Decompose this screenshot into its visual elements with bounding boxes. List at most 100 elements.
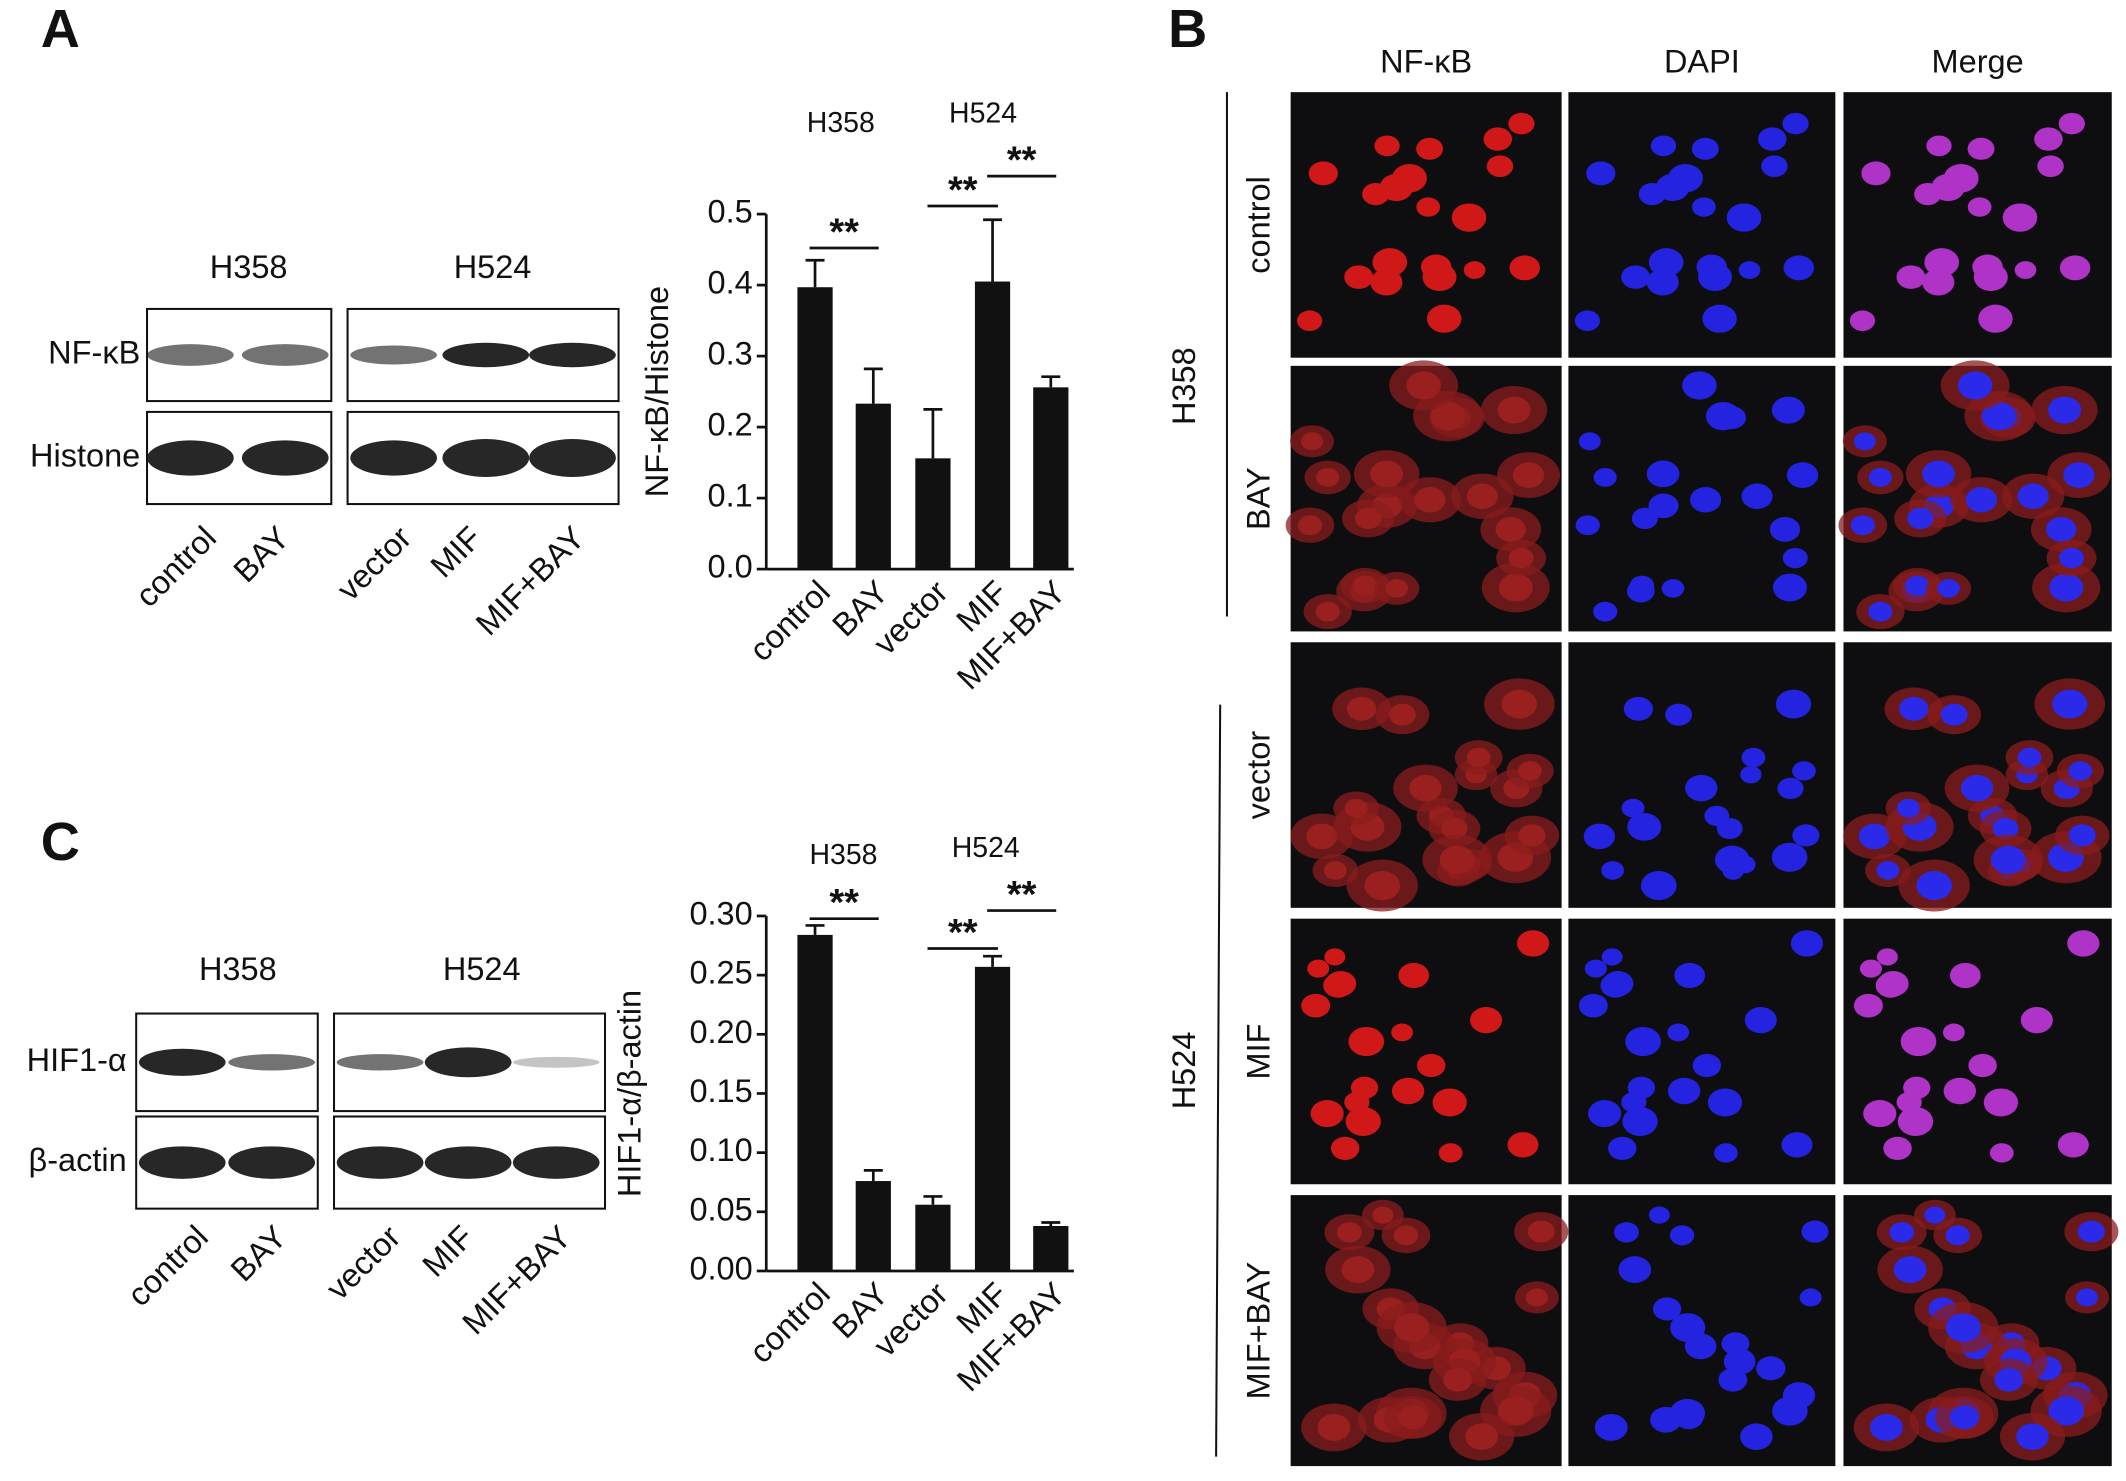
- x-tick-label: control: [742, 1276, 836, 1370]
- cell-nucleus: [1574, 310, 1600, 332]
- blot-lane-label: vector: [330, 519, 418, 607]
- cell-nucleus: [1661, 579, 1685, 598]
- cell-nucleus: [1627, 1076, 1655, 1099]
- blot-lane-label: control: [129, 519, 223, 613]
- cell-nucleus: [1674, 962, 1706, 989]
- cell-nucleus: [1398, 1405, 1428, 1430]
- blot-lane-label: vector: [319, 1218, 407, 1306]
- cell-nucleus: [1426, 304, 1462, 333]
- blot-lane-label: BAY: [227, 519, 297, 589]
- cell-nucleus: [1501, 689, 1538, 719]
- cell-nucleus: [2057, 1132, 2089, 1158]
- cell-nucleus: [1618, 1256, 1652, 1283]
- column-header: Merge: [1932, 43, 2024, 79]
- cell-nucleus: [1518, 824, 1546, 847]
- cell-nucleus: [2048, 396, 2082, 424]
- cell-nucleus: [1497, 396, 1531, 424]
- cell-nucleus: [1914, 182, 1942, 206]
- blot-band: [442, 342, 530, 368]
- cell-nucleus: [1957, 371, 1993, 400]
- cell-nucleus: [1625, 1026, 1661, 1057]
- cell-nucleus: [1336, 1222, 1362, 1243]
- column-header: DAPI: [1664, 43, 1740, 79]
- significance-label: **: [948, 169, 978, 211]
- blot-band: [241, 344, 329, 366]
- cell-nucleus: [1629, 575, 1655, 596]
- cell-nucleus: [1621, 798, 1645, 818]
- cell-nucleus: [1968, 1053, 1997, 1078]
- cell-nucleus: [1771, 396, 1805, 424]
- cell-nucleus: [1726, 203, 1762, 232]
- cell-nucleus: [1981, 402, 2017, 431]
- cell-nucleus: [1945, 1313, 1981, 1342]
- cell-nucleus: [2063, 462, 2095, 488]
- cell-nucleus: [1622, 1107, 1658, 1136]
- cell-nucleus: [1883, 1136, 1912, 1160]
- row-label: vector: [1240, 731, 1276, 820]
- cell-nucleus: [1965, 487, 1997, 513]
- cell-nucleus: [1393, 1225, 1419, 1246]
- cell-nucleus: [1853, 432, 1876, 451]
- cell-nucleus: [1924, 248, 1960, 277]
- cell-nucleus: [1859, 959, 1883, 978]
- cell-nucleus: [1414, 487, 1446, 513]
- cell-nucleus: [1781, 1132, 1813, 1158]
- blot-group-label: H524: [454, 249, 532, 285]
- cell-nucleus: [1439, 845, 1475, 874]
- blot-row-label: Histone: [30, 438, 140, 474]
- cell-nucleus: [1297, 310, 1323, 332]
- cell-nucleus: [1978, 304, 2013, 333]
- y-tick-label: 0.15: [689, 1073, 752, 1109]
- cell-nucleus: [1593, 467, 1617, 487]
- blot-lane-label: BAY: [224, 1219, 294, 1289]
- cell-nucleus: [1374, 135, 1400, 157]
- cell-nucleus: [1896, 265, 1926, 289]
- cell-nucleus: [1900, 1026, 1937, 1057]
- cell-nucleus: [1508, 547, 1534, 569]
- cell-nucleus: [1578, 432, 1601, 451]
- cell-nucleus: [1858, 823, 1891, 850]
- cell-nucleus: [1772, 573, 1807, 602]
- cell-nucleus: [2020, 1007, 2053, 1034]
- cell-nucleus: [1323, 973, 1354, 998]
- cell-nucleus: [1741, 747, 1766, 768]
- cell-nucleus: [1406, 371, 1441, 400]
- cell-nucleus: [1967, 137, 1995, 160]
- blot-band: [138, 1048, 226, 1076]
- cell-nucleus: [1690, 487, 1722, 513]
- y-tick-label: 0.05: [689, 1191, 752, 1227]
- cell-nucleus: [1783, 255, 1815, 281]
- cell-nucleus: [1682, 371, 1717, 400]
- cell-nucleus: [1516, 930, 1550, 957]
- cell-nucleus: [1391, 1077, 1425, 1105]
- cell-nucleus: [1422, 263, 1457, 292]
- cell-nucleus: [2034, 127, 2063, 151]
- cell-nucleus: [1714, 845, 1750, 874]
- y-tick-label: 0.25: [689, 955, 752, 991]
- cell-nucleus: [1593, 601, 1618, 622]
- cell-nucleus: [1761, 155, 1788, 178]
- cell-nucleus: [1668, 163, 1703, 193]
- group-label: H524: [952, 832, 1020, 864]
- cell-nucleus: [1438, 1143, 1463, 1163]
- cell-nucleus: [1718, 1368, 1748, 1392]
- blot-band: [424, 1146, 512, 1179]
- cell-nucleus: [1355, 507, 1382, 530]
- cell-nucleus: [1392, 163, 1427, 193]
- cell-nucleus: [1792, 761, 1816, 781]
- blot-band: [442, 439, 530, 477]
- blot-band: [512, 1056, 600, 1068]
- bar: [855, 403, 891, 570]
- cell-nucleus: [1945, 1225, 1970, 1246]
- cell-nucleus: [1409, 774, 1442, 802]
- cell-nucleus: [1466, 483, 1498, 509]
- y-tick-label: 0.20: [689, 1014, 752, 1050]
- significance-label: **: [829, 882, 859, 924]
- cell-nucleus: [1758, 127, 1787, 151]
- micrograph: [1843, 92, 2112, 358]
- cell-nucleus: [1631, 507, 1658, 530]
- blot-lane-label: control: [121, 1219, 215, 1313]
- blot-band: [529, 342, 616, 368]
- significance-label: **: [948, 912, 978, 954]
- cell-nucleus: [2016, 1423, 2049, 1451]
